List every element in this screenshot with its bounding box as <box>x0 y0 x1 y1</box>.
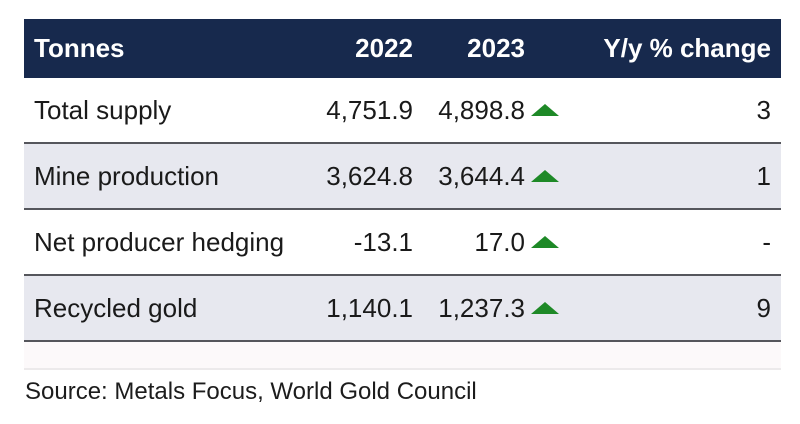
column-header-yoy-change: Y/y % change <box>603 33 771 63</box>
table-footer-band <box>24 342 781 370</box>
column-header-2023: 2023 <box>467 33 525 63</box>
table-header-row: Tonnes 2022 2023 Y/y % change <box>24 19 781 78</box>
value-2022: 1,140.1 <box>326 292 413 323</box>
row-label: Total supply <box>34 94 172 125</box>
trend-up-icon <box>531 236 559 248</box>
value-2023: 3,644.4 <box>438 160 525 191</box>
value-2022: 4,751.9 <box>326 94 413 125</box>
value-change: - <box>762 226 771 257</box>
table-row-net-producer-hedging: Net producer hedging -13.1 17.0 - <box>24 210 781 276</box>
table-row-mine-production: Mine production 3,624.8 3,644.4 1 <box>24 144 781 210</box>
value-change: 9 <box>756 292 771 323</box>
value-2022: 3,624.8 <box>326 160 413 191</box>
trend-up-icon <box>531 104 559 116</box>
gold-supply-table: Tonnes 2022 2023 Y/y % change Total supp… <box>24 19 781 370</box>
table-row-recycled-gold: Recycled gold 1,140.1 1,237.3 9 <box>24 276 781 342</box>
row-label: Net producer hedging <box>34 226 285 257</box>
value-change: 1 <box>756 160 771 191</box>
trend-up-icon <box>531 170 559 182</box>
value-2023: 17.0 <box>474 226 525 257</box>
row-label: Mine production <box>34 160 219 191</box>
source-note: Source: Metals Focus, World Gold Council <box>25 378 477 405</box>
column-header-tonnes: Tonnes <box>34 33 125 63</box>
trend-up-icon <box>531 302 559 314</box>
value-2022: -13.1 <box>353 226 413 257</box>
value-change: 3 <box>756 94 771 125</box>
table-row-total-supply: Total supply 4,751.9 4,898.8 3 <box>24 78 781 144</box>
value-2023: 4,898.8 <box>438 94 525 125</box>
row-label: Recycled gold <box>34 292 198 323</box>
column-header-2022: 2022 <box>355 33 413 63</box>
value-2023: 1,237.3 <box>438 292 525 323</box>
